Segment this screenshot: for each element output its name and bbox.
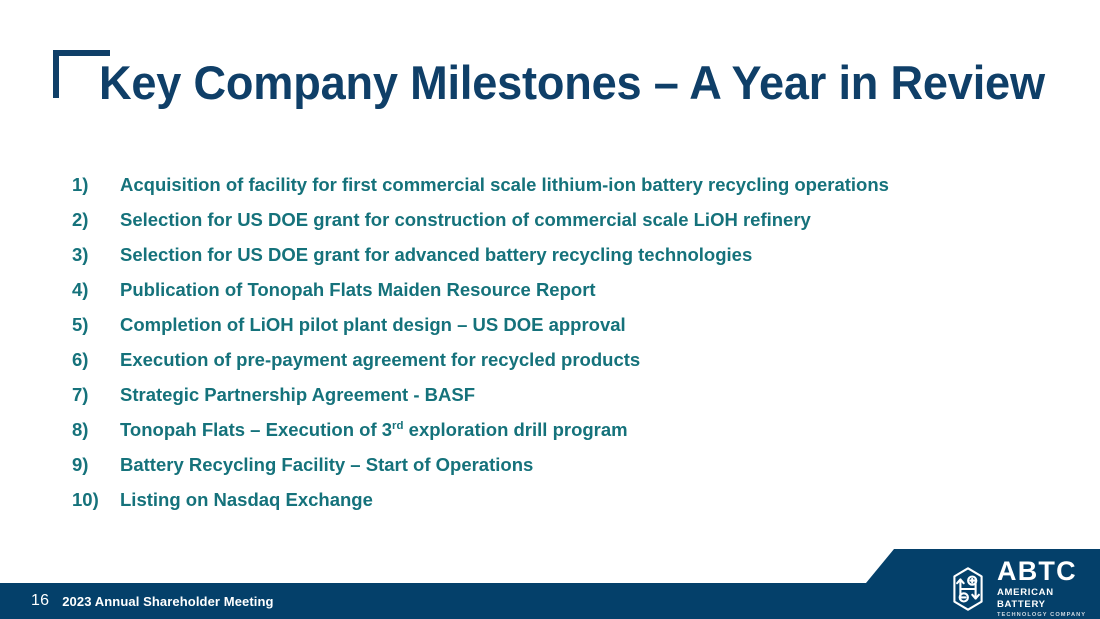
list-item-number: 8) — [72, 419, 89, 440]
battery-hexagon-icon — [948, 566, 988, 612]
logo-wordmark-group: ABTC AMERICAN BATTERY TECHNOLOGY COMPANY — [997, 558, 1100, 619]
list-item-label: Publication of Tonopah Flats Maiden Reso… — [120, 279, 596, 300]
list-item-number: 2) — [72, 209, 89, 230]
list-item: 6) Execution of pre-payment agreement fo… — [72, 342, 1052, 377]
page-title: Key Company Milestones – A Year in Revie… — [99, 56, 1045, 109]
list-item: 2) Selection for US DOE grant for constr… — [72, 202, 1052, 237]
list-item-number: 7) — [72, 384, 89, 405]
list-item-number: 4) — [72, 279, 89, 300]
list-item-text-after: exploration drill program — [403, 419, 628, 440]
list-item: 7) Strategic Partnership Agreement - BAS… — [72, 377, 1052, 412]
list-item-label: Acquisition of facility for first commer… — [120, 174, 889, 195]
list-item-label: Strategic Partnership Agreement - BASF — [120, 384, 476, 405]
list-item-label: Listing on Nasdaq Exchange — [120, 489, 373, 510]
list-item: 1) Acquisition of facility for first com… — [72, 167, 1052, 202]
footer-content: 16 2023 Annual Shareholder Meeting — [31, 583, 274, 619]
list-item-label: Tonopah Flats – Execution of 3rd explora… — [120, 412, 1052, 447]
footer-label: 2023 Annual Shareholder Meeting — [62, 593, 274, 609]
list-item-label: Selection for US DOE grant for advanced … — [120, 244, 753, 265]
list-item-label: Execution of pre-payment agreement for r… — [120, 349, 641, 370]
logo-tagline-line1: AMERICAN BATTERY — [997, 587, 1054, 610]
list-item-number: 1) — [72, 174, 89, 195]
logo-tagline-line2: TECHNOLOGY COMPANY — [997, 612, 1087, 618]
list-item-number: 3) — [72, 244, 89, 265]
list-item-number: 9) — [72, 454, 89, 475]
list-item: 8) Tonopah Flats – Execution of 3rd expl… — [72, 412, 1052, 447]
list-item-number: 6) — [72, 349, 89, 370]
list-item: 3) Selection for US DOE grant for advanc… — [72, 237, 1052, 272]
list-item: 5) Completion of LiOH pilot plant design… — [72, 307, 1052, 342]
list-item: 4) Publication of Tonopah Flats Maiden R… — [72, 272, 1052, 307]
list-item-text-before: Tonopah Flats – Execution of 3 — [120, 419, 393, 440]
corner-bracket-decoration — [53, 50, 110, 98]
logo-wordmark: ABTC — [997, 556, 1077, 586]
logo-content: ABTC AMERICAN BATTERY TECHNOLOGY COMPANY — [948, 558, 1100, 619]
list-item-label: Completion of LiOH pilot plant design – … — [120, 314, 626, 335]
list-item-label: Selection for US DOE grant for construct… — [120, 209, 811, 230]
list-item: 10) Listing on Nasdaq Exchange — [72, 482, 1052, 517]
list-item-number: 5) — [72, 314, 89, 335]
logo-block: ABTC AMERICAN BATTERY TECHNOLOGY COMPANY — [866, 549, 1100, 619]
milestone-list: 1) Acquisition of facility for first com… — [72, 167, 1052, 517]
list-item-number: 10) — [72, 489, 99, 510]
list-item: 9) Battery Recycling Facility – Start of… — [72, 447, 1052, 482]
list-item-label: Battery Recycling Facility – Start of Op… — [120, 454, 534, 475]
ordinal-superscript: rd — [392, 419, 404, 432]
page-number: 16 — [31, 592, 50, 609]
